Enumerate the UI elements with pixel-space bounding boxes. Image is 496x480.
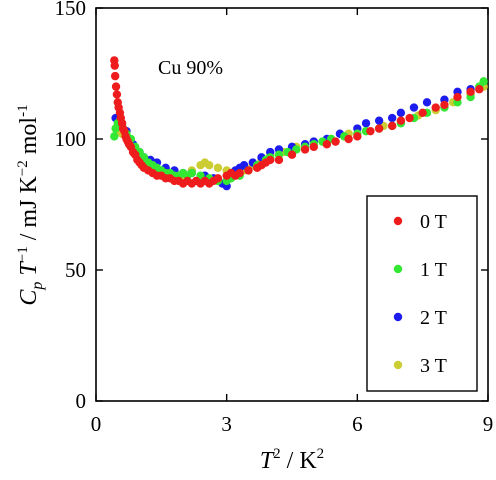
data-point [111,82,121,91]
y-tick-label: 100 [55,127,87,151]
data-point [396,108,406,118]
legend-marker [393,216,403,226]
data-point [205,161,214,170]
xlabel-unit: / K [281,448,318,474]
data-point [331,137,340,146]
data-point [110,61,119,70]
xlabel-main: T [260,448,275,474]
ylabel-t-sup: −1 [15,246,31,262]
data-point [396,116,406,125]
data-point [422,98,432,107]
series-0-t [110,56,484,188]
data-point [235,168,244,178]
x-tick-label: 9 [483,412,494,436]
data-point [431,103,440,112]
data-point [374,124,384,133]
data-point [418,108,427,118]
data-point [344,134,353,144]
legend: 0 T 1 T 2 T 3 T [366,195,478,392]
plot-frame [95,7,489,402]
y-tick-label: 50 [65,258,86,282]
x-tick-label: 6 [352,412,363,436]
data-point [361,119,371,128]
x-tick-label: 3 [221,412,232,436]
x-ticks: 0 3 6 9 [91,8,494,436]
legend-label: 3 T [420,355,447,377]
data-point [112,90,122,99]
legend-marker [393,264,403,274]
data-point [266,155,275,165]
data-points [110,56,488,191]
data-point [110,132,119,141]
y-tick-label: 0 [76,389,87,413]
ylabel-t: T [16,261,42,282]
data-point [244,166,253,175]
data-point [309,142,318,152]
data-point [353,132,362,141]
data-point [322,140,332,149]
data-point [479,77,488,86]
chart-annotation: Cu 90% [158,57,223,79]
data-point [405,113,414,123]
legend-marker [393,360,403,370]
legend-marker [393,312,403,322]
ylabel-sub: p [29,282,46,291]
legend-label: 1 T [420,259,447,281]
data-point [110,71,120,81]
data-point [409,103,419,112]
data-point [466,87,475,97]
data-point [274,155,284,165]
data-point [300,145,310,154]
ylabel-c: C [16,289,42,306]
data-point [187,168,197,178]
y-tick-label: 150 [55,0,87,20]
y-ticks: 0 50 100 150 [55,0,488,413]
data-point [387,121,397,131]
y-axis-label: Cp T−1 / mJ K−2 mol-1 [15,104,46,305]
x-tick-label: 0 [91,412,102,436]
legend-label: 0 T [420,211,447,233]
xlabel-sup: 2 [273,446,281,462]
data-point [374,116,384,125]
data-point [453,92,462,102]
x-axis-label: T2 / K2 [260,446,324,474]
data-point [213,174,223,183]
ylabel-mol: mol [16,117,42,161]
data-point [440,100,449,110]
data-point [366,126,375,136]
legend-label: 2 T [420,307,447,329]
xlabel-unit-sup: 2 [317,446,325,462]
ylabel-k-sup: −2 [15,160,31,176]
ylabel-rest: / mJ K [16,176,42,247]
data-point [213,163,223,173]
legend-box [366,195,478,392]
data-point [475,85,484,94]
data-point [387,113,397,123]
data-point [287,150,297,159]
series-3-t [113,82,488,180]
ylabel-mol-sup: -1 [15,104,31,117]
